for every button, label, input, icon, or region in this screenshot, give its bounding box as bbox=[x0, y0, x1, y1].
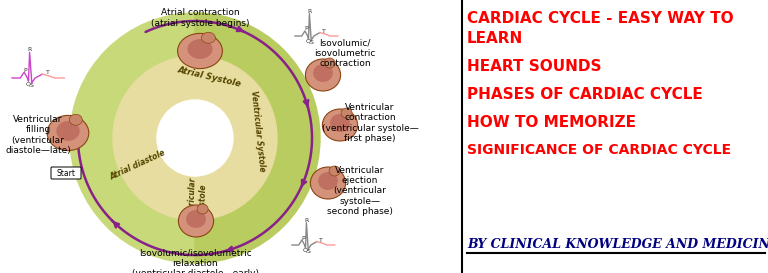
Ellipse shape bbox=[324, 58, 335, 68]
Text: LEARN: LEARN bbox=[467, 31, 523, 46]
Text: CARDIAC CYCLE - EASY WAY TO: CARDIAC CYCLE - EASY WAY TO bbox=[467, 11, 733, 26]
Wedge shape bbox=[195, 13, 320, 263]
Text: Isovolumic/
isovolumetric
contraction: Isovolumic/ isovolumetric contraction bbox=[314, 38, 376, 68]
Text: SIGNIFICANCE OF CARDIAC CYCLE: SIGNIFICANCE OF CARDIAC CYCLE bbox=[467, 143, 731, 157]
Ellipse shape bbox=[69, 114, 82, 125]
Text: Ventricular
filling
(ventricular
diastole—late): Ventricular filling (ventricular diastol… bbox=[5, 115, 71, 155]
Circle shape bbox=[157, 100, 233, 176]
Text: P: P bbox=[301, 236, 305, 241]
Ellipse shape bbox=[178, 205, 214, 237]
Ellipse shape bbox=[187, 39, 213, 59]
Text: HOW TO MEMORIZE: HOW TO MEMORIZE bbox=[467, 115, 636, 130]
Text: Ventricular Systole: Ventricular Systole bbox=[249, 90, 266, 173]
Ellipse shape bbox=[197, 204, 208, 214]
Text: Q: Q bbox=[303, 248, 308, 253]
Text: R: R bbox=[304, 218, 309, 223]
Text: P: P bbox=[23, 67, 27, 73]
Text: PHASES OF CARDIAC CYCLE: PHASES OF CARDIAC CYCLE bbox=[467, 87, 703, 102]
Text: Ventricular
ejection
(ventricular
systole—
second phase): Ventricular ejection (ventricular systol… bbox=[327, 166, 393, 216]
Text: S: S bbox=[306, 249, 310, 254]
Text: S: S bbox=[30, 82, 34, 88]
Text: Ventricular
diastole: Ventricular diastole bbox=[187, 177, 207, 225]
Text: Atrial Systole: Atrial Systole bbox=[177, 65, 242, 88]
Ellipse shape bbox=[329, 166, 340, 176]
Ellipse shape bbox=[306, 59, 340, 91]
Text: T: T bbox=[319, 238, 323, 243]
Text: R: R bbox=[28, 47, 31, 52]
Ellipse shape bbox=[47, 115, 89, 151]
Ellipse shape bbox=[318, 172, 338, 190]
Circle shape bbox=[113, 56, 277, 220]
Text: S: S bbox=[310, 40, 313, 45]
Text: Isovolumic/isovolumetric
relaxation
(ventricular diastole—early): Isovolumic/isovolumetric relaxation (ven… bbox=[131, 248, 259, 273]
Ellipse shape bbox=[313, 64, 333, 82]
Text: P: P bbox=[304, 26, 308, 31]
Text: T: T bbox=[323, 29, 326, 34]
Text: Q: Q bbox=[26, 81, 31, 86]
Text: Atrial contraction
(atrial systole begins): Atrial contraction (atrial systole begin… bbox=[151, 8, 250, 28]
Bar bbox=[462, 0, 768, 273]
Ellipse shape bbox=[56, 121, 80, 141]
Ellipse shape bbox=[323, 109, 358, 141]
Wedge shape bbox=[70, 13, 195, 263]
Text: Start: Start bbox=[57, 168, 75, 177]
Ellipse shape bbox=[330, 114, 350, 132]
Text: Ventricular
contraction
(ventricular systole—
first phase): Ventricular contraction (ventricular sys… bbox=[322, 103, 419, 143]
Ellipse shape bbox=[177, 33, 223, 69]
Text: BY CLINICAL KNOWLEDGE AND MEDICINE: BY CLINICAL KNOWLEDGE AND MEDICINE bbox=[467, 238, 768, 251]
FancyBboxPatch shape bbox=[51, 167, 81, 179]
Text: Q: Q bbox=[306, 38, 311, 43]
Ellipse shape bbox=[186, 210, 206, 228]
Ellipse shape bbox=[310, 167, 346, 199]
Text: HEART SOUNDS: HEART SOUNDS bbox=[467, 59, 601, 74]
Text: T: T bbox=[46, 70, 50, 75]
Ellipse shape bbox=[341, 108, 352, 118]
Text: Atrial diastole: Atrial diastole bbox=[109, 148, 167, 182]
Ellipse shape bbox=[201, 32, 215, 43]
Text: R: R bbox=[307, 9, 312, 14]
